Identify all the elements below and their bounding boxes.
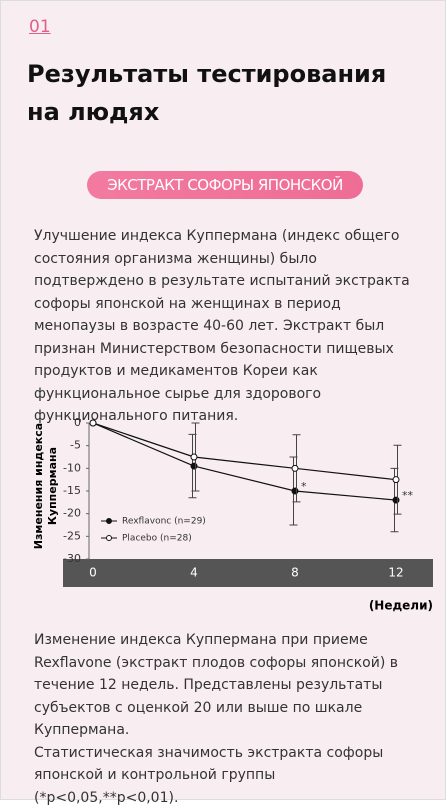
x-tick-label: 12 xyxy=(388,566,403,580)
y-tick-label: -20 xyxy=(63,507,81,520)
point xyxy=(191,463,197,469)
page-title: Результаты тестирования на людях xyxy=(27,55,427,131)
significance-label: * xyxy=(301,480,307,493)
y-axis-title: Куппермана xyxy=(46,447,59,525)
y-tick-label: -10 xyxy=(63,461,81,474)
legend-label: Placebo (n=28) xyxy=(122,534,192,544)
y-tick-label: -15 xyxy=(63,484,81,497)
significance-label: ** xyxy=(402,489,414,502)
series-line xyxy=(93,423,396,500)
caption: Изменение индекса Куппермана при приеме … xyxy=(34,629,424,809)
caption-text: Изменение индекса Куппермана при приеме … xyxy=(34,629,424,742)
caption-text: Статистическая значимость экстракта софо… xyxy=(34,742,424,809)
x-tick-label: 0 xyxy=(89,566,97,580)
point xyxy=(292,465,298,471)
point xyxy=(90,420,96,426)
legend-marker xyxy=(107,519,112,524)
chart: Изменения индекса Куппермана (Недели) 0-… xyxy=(1,406,446,621)
x-tick-label: 4 xyxy=(190,566,198,580)
point xyxy=(393,497,399,503)
legend-marker xyxy=(107,536,112,541)
series-line xyxy=(93,423,396,480)
badge: ЭКСТРАКТ СОФОРЫ ЯПОНСКОЙ xyxy=(87,171,363,199)
intro-text: Улучшение индекса Куппермана (индекс общ… xyxy=(34,225,419,428)
y-tick-label: -25 xyxy=(63,529,81,542)
y-tick-label: -30 xyxy=(63,552,81,565)
x-band xyxy=(63,559,433,587)
x-axis-title: (Недели) xyxy=(369,599,433,613)
point xyxy=(393,477,399,483)
point xyxy=(191,454,197,460)
point xyxy=(292,488,298,494)
legend-label: Rexflavonc (n=29) xyxy=(122,517,206,527)
y-tick-label: 0 xyxy=(74,416,81,429)
y-axis-title: Изменения индекса xyxy=(32,423,45,549)
y-tick-label: -5 xyxy=(70,439,81,452)
x-tick-label: 8 xyxy=(291,566,299,580)
section-number: 01 xyxy=(29,17,51,37)
